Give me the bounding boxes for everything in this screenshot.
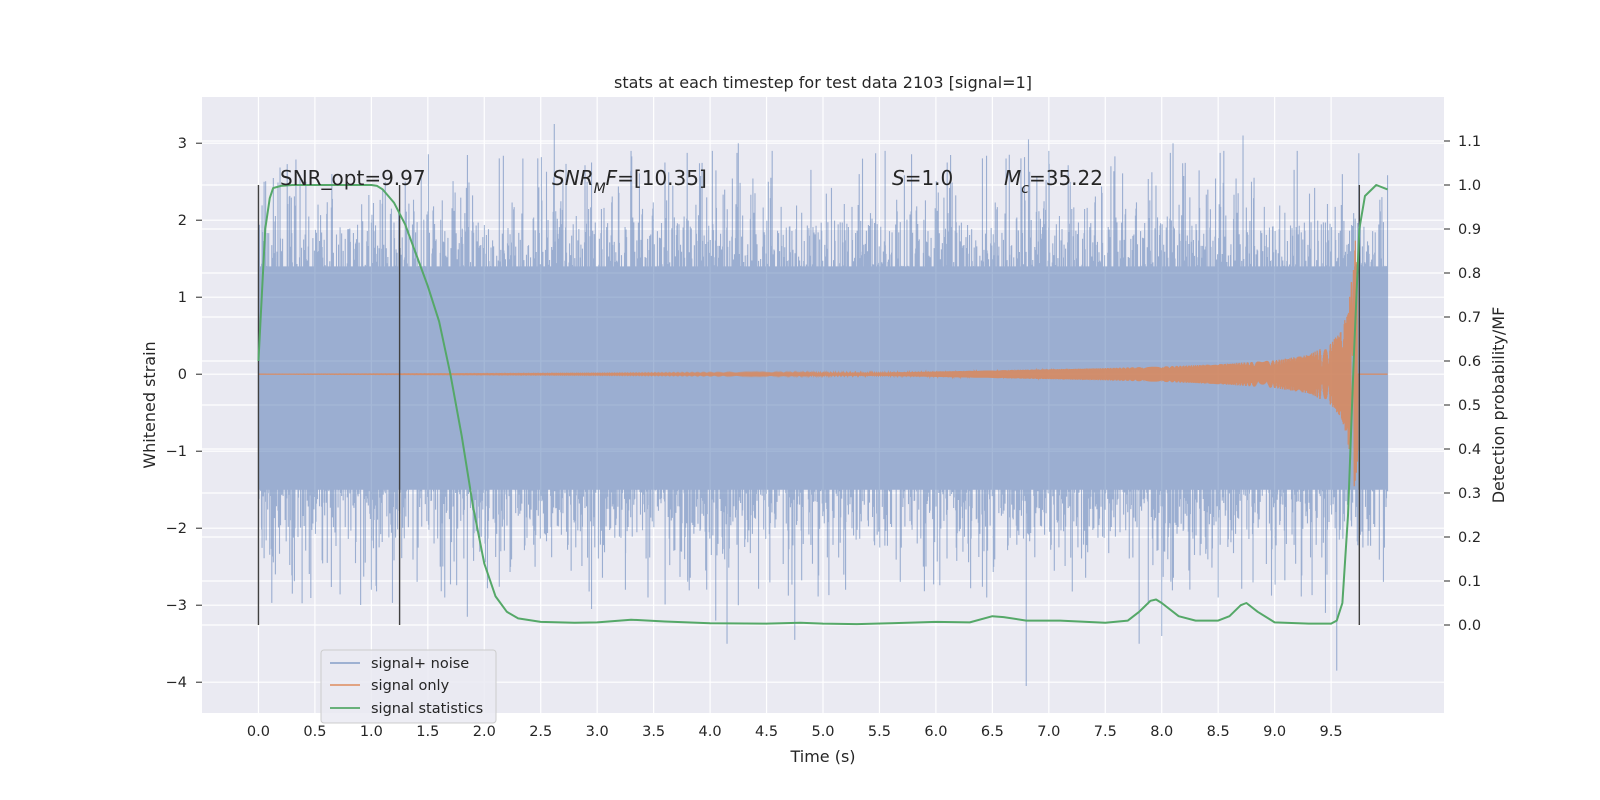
x-tick-label: 2.0: [473, 724, 496, 740]
x-tick-label: 5.5: [868, 724, 891, 740]
y2-tick-label: 0.4: [1458, 442, 1481, 458]
signal-statistics-series: [257, 184, 1388, 626]
x-axis-title: Time (s): [789, 747, 855, 766]
annotation-s: S=1.0: [892, 166, 953, 190]
y2-tick-label: 0.2: [1458, 530, 1481, 546]
y-tick-label: −3: [166, 598, 187, 614]
snr-mf-value: =[10.35]: [617, 166, 707, 190]
y2-tick-label: 0.9: [1458, 222, 1481, 238]
x-tick-label: 9.0: [1263, 724, 1286, 740]
signal-only-trace: [258, 240, 1388, 487]
x-tick-label: 7.5: [1094, 724, 1117, 740]
x-tick-label: 0.5: [303, 724, 326, 740]
x-tick-label: 1.0: [360, 724, 383, 740]
x-tick-label: 8.0: [1150, 724, 1173, 740]
y-tick-label: 0: [178, 367, 187, 383]
snr-mf-main: SNR: [552, 166, 594, 190]
x-tick-label: 7.0: [1037, 724, 1060, 740]
legend: signal+ noise signal only signal statist…: [320, 649, 497, 724]
annotation-snr-mf: SNRMF=[10.35]: [552, 166, 707, 197]
x-tick-label: 1.5: [416, 724, 439, 740]
x-tick-label: 0.0: [247, 724, 270, 740]
y2-tick-label: 0.3: [1458, 486, 1481, 502]
y2-tick-label: 1.1: [1458, 134, 1481, 150]
y-tick-label: 1: [178, 290, 187, 306]
tick-labels: 0.0 0.5 1.0 1.5 2.0 2.5 3.0 3.5 4.0 4.5 5.0 5.5 6.0 6…: [166, 134, 1481, 740]
y2-axis-title: Detection probability/MF: [1489, 307, 1508, 504]
x-tick-label: 3.5: [642, 724, 665, 740]
x-tick-label: 9.5: [1320, 724, 1343, 740]
mc-main: M: [1004, 166, 1021, 190]
legend-label-stats: signal statistics: [371, 701, 483, 717]
x-tick-label: 8.5: [1207, 724, 1230, 740]
y2-tick-label: 0.0: [1458, 618, 1481, 634]
s-label: S: [892, 166, 905, 190]
x-tick-label: 4.5: [755, 724, 778, 740]
y2-tick-label: 0.7: [1458, 310, 1481, 326]
x-tick-label: 4.0: [699, 724, 722, 740]
annotation-snr-opt: SNR_opt=9.97: [280, 166, 426, 190]
y-tick-label: 2: [178, 213, 187, 229]
x-tick-label: 3.0: [586, 724, 609, 740]
y2-tick-label: 0.5: [1458, 398, 1481, 414]
s-value: =1.0: [905, 166, 954, 190]
signal-only-series: [258, 240, 1388, 487]
x-tick-label: 2.5: [529, 724, 552, 740]
mc-value: =35.22: [1029, 166, 1103, 190]
y-tick-label: 3: [178, 136, 187, 152]
legend-box: [320, 649, 497, 724]
annotation-mc: Mc=35.22: [1004, 166, 1103, 197]
snr-mf-sub: M: [594, 181, 606, 197]
chart-title: stats at each timestep for test data 210…: [614, 73, 1032, 92]
x-tick-label: 6.0: [924, 724, 947, 740]
y2-tick-label: 0.6: [1458, 354, 1481, 370]
y2-tick-label: 0.8: [1458, 266, 1481, 282]
x-tick-label: 6.5: [981, 724, 1004, 740]
mc-sub: c: [1021, 181, 1029, 197]
y-tick-label: −4: [166, 675, 187, 691]
y2-tick-label: 1.0: [1458, 178, 1481, 194]
y2-tick-label: 0.1: [1458, 574, 1481, 590]
marker-lines: [257, 185, 1361, 625]
y-tick-label: −1: [166, 444, 187, 460]
y-axis-title: Whitened strain: [140, 341, 159, 468]
x-tick-label: 5.0: [811, 724, 834, 740]
signal-statistics-line: [257, 184, 1388, 626]
legend-label-noise: signal+ noise: [371, 656, 469, 672]
snr-mf-rest: F: [606, 166, 618, 190]
legend-label-signal: signal only: [371, 678, 450, 694]
y-tick-label: −2: [166, 521, 187, 537]
